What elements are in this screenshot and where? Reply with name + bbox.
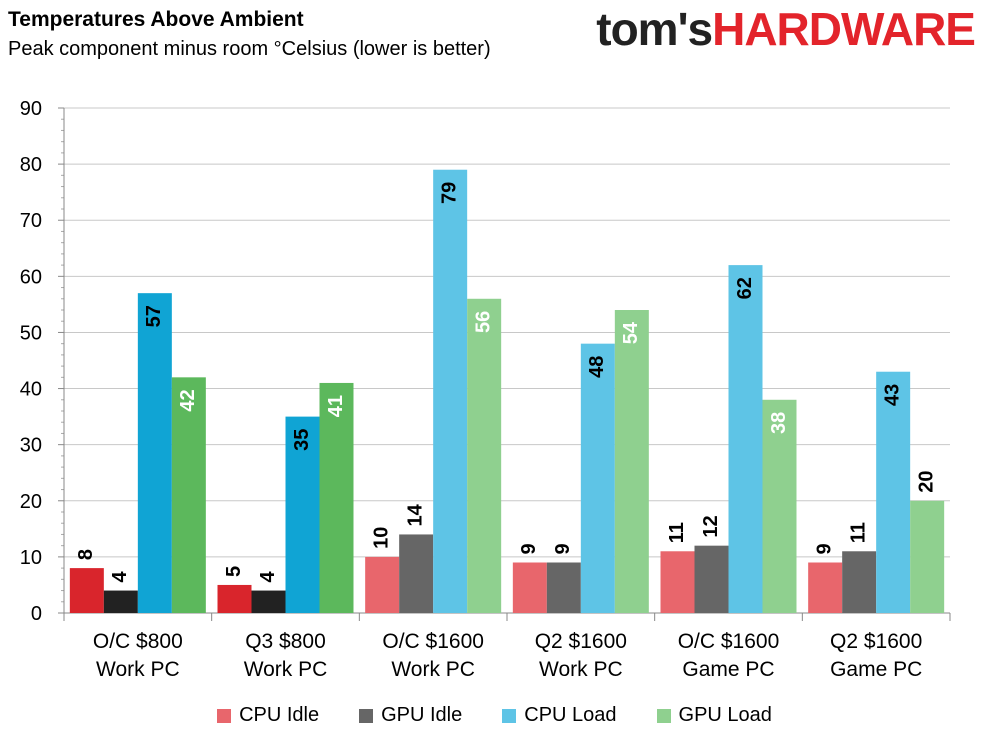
- bar: [876, 371, 911, 613]
- data-label: 11: [666, 522, 688, 543]
- legend-swatch: [656, 708, 671, 723]
- legend-swatch: [502, 708, 517, 723]
- legend-item: CPU Load: [502, 704, 617, 727]
- y-tick-label: 80: [20, 154, 42, 176]
- toms-hardware-logo: tom'sHARDWARE: [596, 3, 976, 55]
- legend-label: GPU Idle: [381, 704, 463, 726]
- y-tick-label: 30: [20, 435, 42, 457]
- bar: [365, 556, 400, 613]
- bar: [433, 169, 468, 613]
- data-label: 56: [472, 311, 494, 333]
- x-tick-label: Game PC: [830, 658, 922, 681]
- y-tick-label: 70: [20, 210, 42, 232]
- x-tick-label: O/C $1600: [382, 630, 484, 653]
- data-label: 62: [734, 277, 756, 299]
- chart-title: Temperatures Above Ambient: [8, 8, 304, 31]
- data-label: 35: [291, 429, 313, 451]
- data-label: 20: [915, 471, 937, 493]
- data-label: 5: [223, 566, 245, 577]
- data-label: 43: [881, 384, 903, 406]
- x-tick-label: Q2 $1600: [535, 630, 627, 653]
- data-label: 54: [620, 321, 642, 344]
- bar: [614, 310, 649, 613]
- x-tick-label: Work PC: [391, 658, 475, 681]
- data-label: 10: [370, 527, 392, 549]
- logo-part-hardware: HARDWARE: [712, 3, 976, 55]
- legend-label: CPU Load: [524, 704, 617, 726]
- bar: [728, 265, 763, 613]
- x-tick-label: Q3 $800: [245, 630, 326, 653]
- data-label: 4: [257, 571, 279, 583]
- legend-swatch: [217, 708, 232, 723]
- bar: [580, 343, 615, 613]
- y-tick-label: 50: [20, 322, 42, 344]
- x-tick-label: O/C $800: [93, 630, 183, 653]
- data-label: 4: [109, 571, 131, 583]
- bar: [171, 377, 206, 613]
- bar: [251, 590, 286, 613]
- bar: [399, 534, 434, 613]
- y-tick-label: 10: [20, 547, 42, 569]
- bar: [808, 562, 843, 613]
- chart-subtitle: Peak component minus room °Celsius (lowe…: [8, 38, 491, 60]
- data-label: 11: [847, 522, 869, 543]
- legend-item: GPU Idle: [359, 704, 462, 727]
- legend-item: CPU Idle: [217, 704, 319, 727]
- chart-legend: CPU Idle GPU Idle CPU Load GPU Load: [0, 704, 989, 727]
- legend-swatch: [359, 708, 374, 723]
- bar: [467, 298, 502, 613]
- x-tick-label: Game PC: [682, 658, 774, 681]
- y-tick-label: 0: [31, 603, 42, 625]
- y-tick-label: 20: [20, 491, 42, 513]
- bar: [694, 545, 729, 613]
- bar: [546, 562, 581, 613]
- data-label: 14: [404, 503, 426, 526]
- bar: [69, 568, 104, 613]
- data-label: 38: [768, 412, 790, 434]
- data-label: 9: [552, 543, 574, 554]
- data-label: 8: [75, 549, 97, 560]
- logo-part-toms: tom's: [596, 3, 713, 55]
- x-tick-label: Work PC: [539, 658, 623, 681]
- bar: [910, 500, 945, 613]
- bar: [217, 584, 252, 613]
- legend-label: GPU Load: [678, 704, 772, 726]
- x-tick-label: Work PC: [96, 658, 180, 681]
- bar: [842, 551, 877, 613]
- data-label: 9: [813, 543, 835, 554]
- data-label: 41: [325, 395, 347, 417]
- data-label: 12: [700, 515, 722, 537]
- bar: [137, 293, 172, 613]
- x-tick-label: Q2 $1600: [830, 630, 922, 653]
- x-tick-label: Work PC: [244, 658, 328, 681]
- y-tick-label: 60: [20, 266, 42, 288]
- data-label: 42: [177, 389, 199, 411]
- data-label: 48: [586, 356, 608, 378]
- y-tick-label: 40: [20, 379, 42, 401]
- bar: [512, 562, 547, 613]
- bar: [762, 399, 797, 613]
- bar: [319, 382, 354, 613]
- data-label: 9: [518, 543, 540, 554]
- x-tick-label: O/C $1600: [678, 630, 780, 653]
- bar: [660, 551, 695, 613]
- y-tick-label: 90: [20, 98, 42, 120]
- data-label: 79: [438, 182, 460, 204]
- data-label: 57: [143, 305, 165, 327]
- legend-item: GPU Load: [656, 704, 772, 727]
- bar: [103, 590, 138, 613]
- bar: [285, 416, 320, 613]
- legend-label: CPU Idle: [239, 704, 320, 726]
